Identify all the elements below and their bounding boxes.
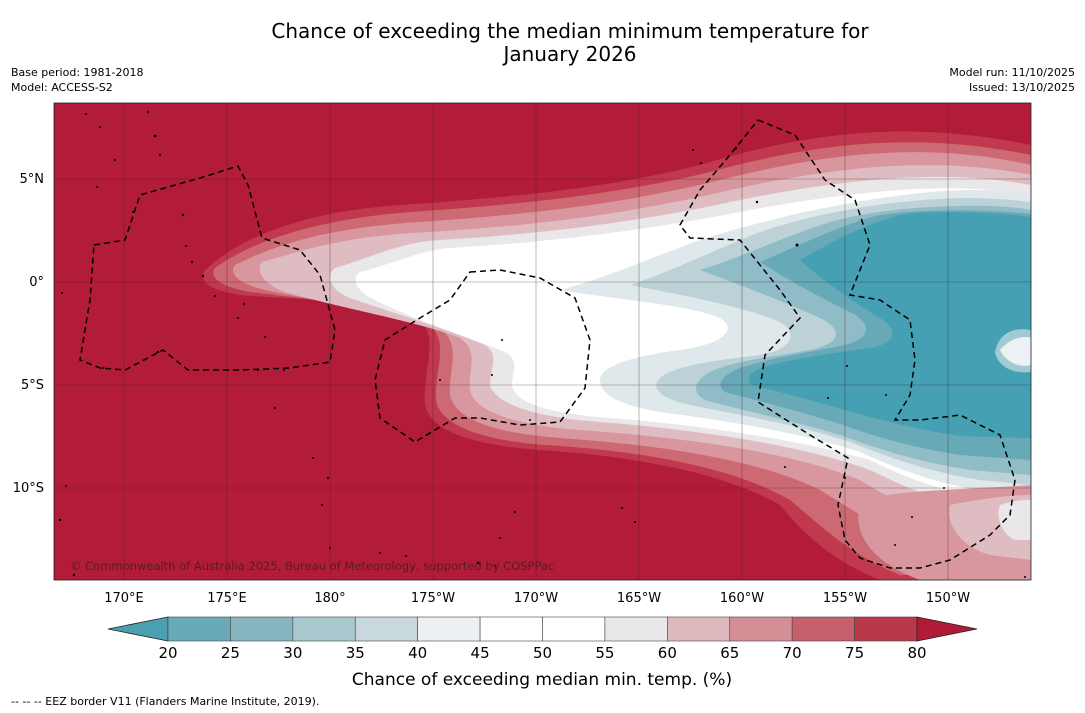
colorbar-tick-label: 70	[783, 644, 802, 662]
lon-label: 175°E	[207, 591, 247, 606]
lon-labels: 170°E 175°E 180° 175°W 170°W 165°W 160°W…	[104, 591, 970, 606]
lon-label: 170°W	[514, 591, 558, 606]
eez-borders	[79, 119, 1016, 569]
eez-line-islands	[679, 119, 1016, 569]
colorbar-extend-high	[916, 616, 978, 642]
lon-label: 155°W	[823, 591, 867, 606]
colorbar-tick-label: 50	[533, 644, 552, 662]
lon-label: 165°W	[617, 591, 661, 606]
white-spot-ring	[995, 329, 1031, 373]
eez-kiribati-gilbert	[79, 165, 336, 371]
colorbar-tick-label: 55	[595, 644, 614, 662]
lat-label: 5°S	[21, 378, 44, 393]
lat-labels: 5°N 0° 5°S 10°S	[13, 172, 44, 496]
eez-footnote: -- -- -- EEZ border V11 (Flanders Marine…	[11, 695, 320, 708]
colorbar-segment	[292, 616, 356, 642]
colorbar: 20 25 30 35 40 45 50 55 60 65 70 75 80	[107, 616, 978, 662]
colorbar-tick-label: 25	[221, 644, 240, 662]
lat-label: 5°N	[20, 172, 45, 187]
band-20	[748, 212, 1031, 438]
colorbar-tick-label: 45	[471, 644, 490, 662]
colorbar-segment	[479, 616, 543, 642]
colorbar-tick-label: 75	[845, 644, 864, 662]
colorbar-tick-label: 40	[408, 644, 427, 662]
colorbar-segment	[604, 616, 668, 642]
map-credit: © Commonwealth of Australia 2025, Bureau…	[70, 559, 554, 573]
map-area: © Commonwealth of Australia 2025, Bureau…	[54, 103, 1031, 580]
lon-label: 150°W	[926, 591, 970, 606]
lon-label: 175°W	[411, 591, 455, 606]
lower-right-lobe-core	[998, 500, 1031, 540]
eez-phoenix	[374, 269, 591, 443]
issued-date: Issued: 13/10/2025	[968, 81, 1075, 94]
meta-right: Model run: 11/10/2025 Issued: 13/10/2025	[949, 65, 1075, 95]
colorbar-tick-label: 35	[346, 644, 365, 662]
colorbar-label: Chance of exceeding median min. temp. (%…	[352, 670, 732, 690]
base-period: Base period: 1981-2018	[11, 66, 144, 79]
colorbar-segment	[667, 616, 731, 642]
colorbar-segment	[354, 616, 418, 642]
map-title: Chance of exceeding the median minimum t…	[0, 20, 1085, 66]
colorbar-segment	[791, 616, 855, 642]
graticule	[54, 103, 1031, 580]
title-line-1: Chance of exceeding the median minimum t…	[271, 19, 869, 43]
colorbar-segment	[417, 616, 481, 642]
lat-label: 10°S	[13, 481, 44, 496]
colorbar-segment	[230, 616, 294, 642]
colorbar-segment	[854, 616, 918, 642]
colorbar-extend-low	[107, 616, 169, 642]
colorbar-segment	[729, 616, 793, 642]
colorbar-tick-label: 65	[720, 644, 739, 662]
lon-label: 160°W	[720, 591, 764, 606]
title-line-2: January 2026	[503, 42, 637, 66]
map-frame	[53, 102, 1032, 581]
colorbar-segment	[542, 616, 606, 642]
colorbar-segment	[167, 616, 231, 642]
model-name: Model: ACCESS-S2	[11, 81, 113, 94]
islands	[58, 111, 1026, 578]
colorbar-tick-label: 30	[283, 644, 302, 662]
colorbar-tick-label: 80	[907, 644, 926, 662]
colorbar-tick-label: 60	[658, 644, 677, 662]
lat-label: 0°	[29, 275, 44, 290]
model-run: Model run: 11/10/2025	[949, 66, 1075, 79]
lon-label: 180°	[314, 591, 345, 606]
meta-left: Base period: 1981-2018 Model: ACCESS-S2	[11, 65, 143, 95]
lon-label: 170°E	[104, 591, 144, 606]
colorbar-tick-label: 20	[158, 644, 177, 662]
